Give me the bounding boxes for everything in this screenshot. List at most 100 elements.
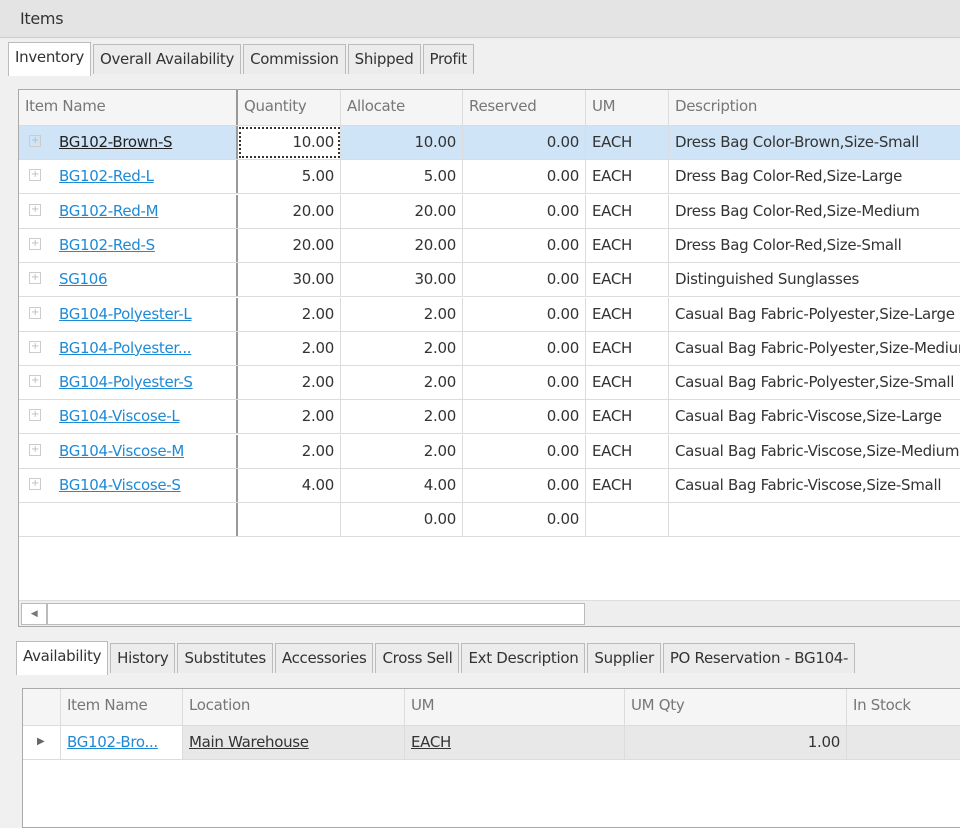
tab-overall-availability[interactable]: Overall Availability	[92, 44, 242, 74]
table-row[interactable]: + BG102-Red-L 5.00 5.00 0.00 EACH Dress Bag Co…	[19, 160, 960, 195]
allocate-cell[interactable]: 10.00	[341, 126, 463, 159]
tab-po-reservation-bg104[interactable]: PO Reservation - BG104-	[662, 643, 856, 673]
um-cell[interactable]: EACH	[405, 726, 625, 759]
scroll-left-button[interactable]: ◀	[21, 603, 47, 625]
quantity-cell[interactable]: 5.00	[238, 160, 341, 194]
allocate-cell[interactable]: 20.00	[341, 228, 463, 262]
description-cell[interactable]: Distinguished Sunglasses	[669, 263, 960, 296]
item-link[interactable]: BG102-Red-S	[59, 235, 155, 254]
item-link[interactable]: BG102-Bro...	[67, 733, 158, 751]
allocate-cell[interactable]: 2.00	[341, 434, 463, 468]
table-row[interactable]: + BG104-Viscose-M 2.00 2.00 0.00 EACH Casual B…	[19, 434, 960, 469]
tab-substitutes[interactable]: Substitutes	[177, 643, 273, 673]
description-cell[interactable]: Casual Bag Fabric-Viscose,Size-Large	[669, 400, 960, 433]
expand-icon[interactable]: +	[29, 203, 41, 216]
allocate-cell[interactable]: 2.00	[341, 400, 463, 434]
reserved-cell[interactable]: 0.00	[463, 297, 586, 331]
column-header[interactable]: UM	[405, 689, 625, 725]
quantity-cell[interactable]: 4.00	[238, 469, 341, 502]
column-header[interactable]: Location	[183, 689, 405, 725]
description-cell[interactable]: Casual Bag Fabric-Viscose,Size-Small	[669, 469, 960, 502]
description-cell[interactable]: Dress Bag Color-Brown,Size-Small	[669, 126, 960, 159]
tab-supplier[interactable]: Supplier	[587, 643, 661, 673]
reserved-cell[interactable]: 0.00	[463, 228, 586, 262]
expand-icon[interactable]: +	[29, 478, 41, 490]
reserved-cell[interactable]: 0.00	[463, 263, 586, 297]
um-cell[interactable]: EACH	[586, 331, 669, 365]
expand-icon[interactable]: +	[29, 306, 41, 319]
tab-cross-sell[interactable]: Cross Sell	[375, 643, 460, 673]
quantity-cell[interactable]: 2.00	[238, 331, 341, 365]
column-header[interactable]: Item Name	[61, 689, 183, 725]
tab-commission[interactable]: Commission	[243, 44, 346, 74]
table-row[interactable]: + BG104-Viscose-L 2.00 2.00 0.00 EACH Casual B…	[19, 400, 960, 435]
expand-icon[interactable]: +	[29, 237, 41, 250]
item-name-cell[interactable]: BG102-Bro...	[61, 726, 183, 759]
allocate-cell[interactable]: 5.00	[341, 160, 463, 194]
column-header[interactable]: In Stock	[847, 689, 960, 725]
reserved-cell[interactable]: 0.00	[463, 126, 586, 159]
allocate-cell[interactable]: 20.00	[341, 194, 463, 228]
reserved-cell[interactable]: 0.00	[463, 434, 586, 468]
table-row[interactable]: + BG102-Red-M 20.00 20.00 0.00 EACH Dress Bag …	[19, 194, 960, 229]
um-cell[interactable]: EACH	[586, 366, 669, 400]
allocate-cell[interactable]: 30.00	[341, 263, 463, 297]
item-link[interactable]: BG104-Polyester...	[59, 338, 192, 357]
quantity-cell[interactable]: 20.00	[238, 228, 341, 262]
quantity-cell[interactable]: 2.00	[238, 297, 341, 331]
description-cell[interactable]: Casual Bag Fabric-Polyester,Size-Medium	[669, 332, 960, 365]
column-header[interactable]: Quantity	[238, 90, 341, 125]
tab-accessories[interactable]: Accessories	[274, 643, 374, 673]
reserved-cell[interactable]: 0.00	[463, 160, 586, 194]
expand-icon[interactable]: +	[29, 169, 41, 182]
reserved-cell[interactable]: 0.00	[463, 194, 586, 228]
um-cell[interactable]: EACH	[586, 126, 669, 159]
table-row[interactable]: + BG104-Polyester-S 2.00 2.00 0.00 EACH Casual…	[19, 366, 960, 401]
column-header[interactable]: Item Name	[19, 90, 238, 125]
description-cell[interactable]: Dress Bag Color-Red,Size-Large	[669, 160, 960, 193]
allocate-cell[interactable]: 2.00	[341, 366, 463, 400]
description-cell[interactable]: Casual Bag Fabric-Viscose,Size-Medium	[669, 435, 960, 468]
item-link[interactable]: BG104-Polyester-L	[59, 304, 192, 323]
description-cell[interactable]: Casual Bag Fabric-Polyester,Size-Small	[669, 366, 960, 399]
item-link[interactable]: BG104-Polyester-S	[59, 373, 193, 392]
tab-shipped[interactable]: Shipped	[347, 44, 421, 74]
location-cell[interactable]: Main Warehouse	[183, 726, 405, 759]
um-cell[interactable]: EACH	[586, 194, 669, 228]
um-cell[interactable]: EACH	[586, 469, 669, 502]
tab-history[interactable]: History	[110, 643, 176, 673]
quantity-cell[interactable]: 2.00	[238, 400, 341, 434]
um-cell[interactable]: EACH	[586, 297, 669, 331]
column-header[interactable]: UM Qty	[625, 689, 847, 725]
horizontal-scrollbar[interactable]: ◀	[19, 600, 960, 626]
reserved-cell[interactable]: 0.00	[463, 331, 586, 365]
um-cell[interactable]: EACH	[586, 400, 669, 434]
column-header[interactable]: Allocate	[341, 90, 463, 125]
tab-ext-description[interactable]: Ext Description	[461, 643, 586, 673]
item-link[interactable]: BG102-Red-L	[59, 167, 154, 186]
allocate-cell[interactable]: 2.00	[341, 297, 463, 331]
table-row[interactable]: + BG102-Red-S 20.00 20.00 0.00 EACH Dress Bag …	[19, 228, 960, 263]
table-row[interactable]: + BG102-Brown-S 10.00 10.00 0.00 EACH Dress Ba…	[19, 126, 960, 160]
item-link[interactable]: BG104-Viscose-S	[59, 476, 181, 494]
quantity-cell[interactable]: 2.00	[238, 366, 341, 400]
quantity-cell[interactable]: 10.00	[238, 126, 341, 159]
reserved-cell[interactable]: 0.00	[463, 469, 586, 502]
expand-icon[interactable]: +	[29, 340, 41, 353]
expand-icon[interactable]: +	[29, 409, 41, 422]
description-cell[interactable]: Dress Bag Color-Red,Size-Small	[669, 229, 960, 262]
cell-value[interactable]: EACH	[411, 733, 452, 751]
expand-icon[interactable]: +	[29, 443, 41, 456]
quantity-cell[interactable]: 30.00	[238, 263, 341, 297]
expand-icon[interactable]: +	[29, 375, 41, 388]
reserved-cell[interactable]: 0.00	[463, 400, 586, 434]
um-cell[interactable]: EACH	[586, 263, 669, 297]
um-qty-cell[interactable]: 1.00	[625, 726, 847, 759]
table-row[interactable]: + BG104-Polyester... 2.00 2.00 0.00 EACH Casua…	[19, 331, 960, 366]
item-link[interactable]: BG104-Viscose-M	[59, 441, 185, 460]
scrollbar-thumb[interactable]	[47, 603, 585, 625]
column-header[interactable]: Description	[669, 90, 960, 125]
table-row[interactable]: + BG104-Viscose-S 4.00 4.00 0.00 EACH Casual B…	[19, 469, 960, 503]
in-stock-cell[interactable]	[847, 726, 960, 759]
column-header[interactable]: Reserved	[463, 90, 586, 125]
